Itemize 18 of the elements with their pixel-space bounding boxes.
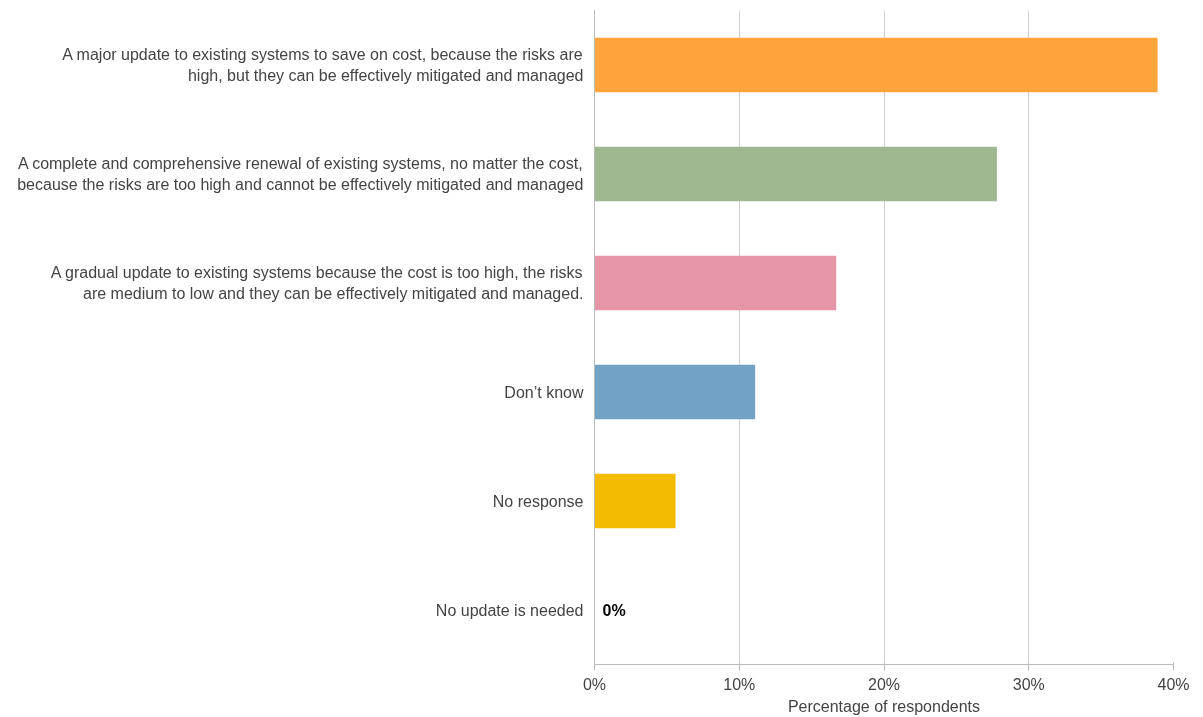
x-tick-label: 0% <box>582 675 607 693</box>
y-tick-label: No update is needed <box>435 601 584 619</box>
bar <box>594 37 1158 93</box>
y-tick-label: A major update to existing systems to save on cost, because the risks are high, but they can be effectively mitigated and managed <box>62 46 584 84</box>
y-tick-label: A complete and comprehensive renewal of existing systems, no matter the cost, because the risks are too high and cannot be effectively mitigated and managed <box>17 155 584 193</box>
x-tick-label: 20% <box>867 675 901 693</box>
x-axis-title: Percentage of respondents <box>787 697 981 715</box>
bar <box>594 146 997 202</box>
bar <box>594 473 676 529</box>
data-label: 0% <box>602 601 626 619</box>
y-tick-label: Don’t know <box>504 383 584 401</box>
y-tick-label: A gradual update to existing systems because the cost is too high, the risks are medium to low and they can be effectively mitigated and managed. <box>50 264 584 302</box>
bar <box>594 364 756 420</box>
x-tick-label: 10% <box>723 675 756 693</box>
x-tick-label: 40% <box>1157 675 1190 693</box>
bar <box>594 255 837 311</box>
x-tick-label: 30% <box>1012 675 1045 693</box>
y-tick-label: No response <box>492 492 584 510</box>
